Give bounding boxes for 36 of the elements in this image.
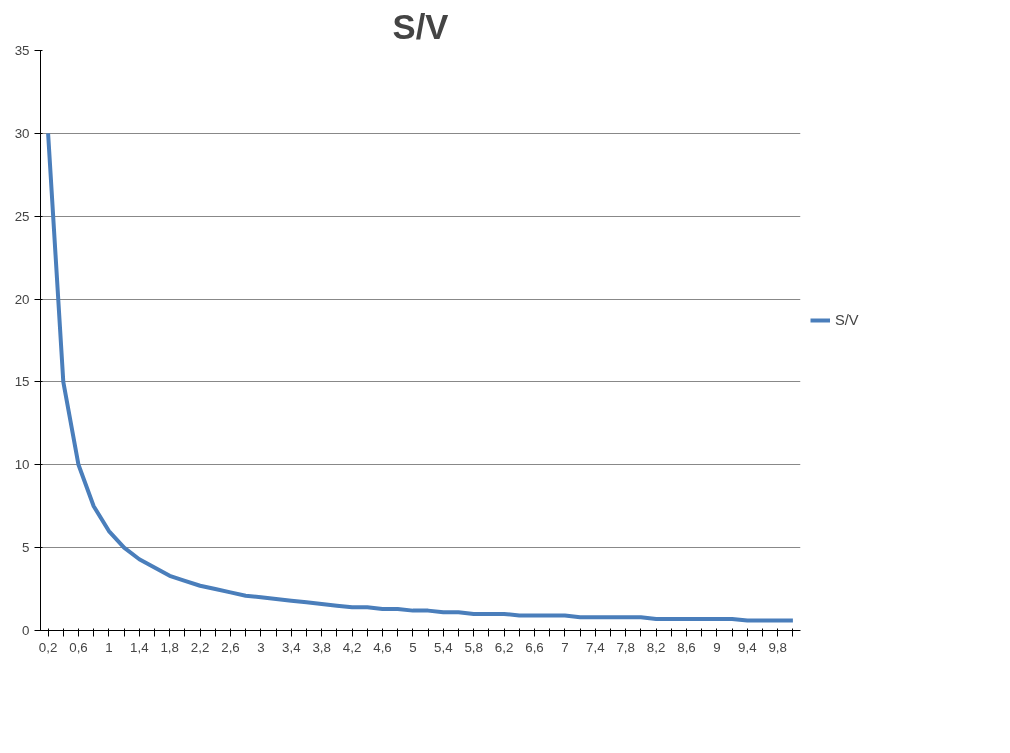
x-tick-label: 5,4 (434, 639, 454, 655)
x-tick-label: 6,2 (494, 639, 514, 655)
y-tick-label: 15 (14, 374, 30, 390)
y-tick-label: 35 (14, 43, 30, 58)
x-tick-label: 9,8 (768, 639, 787, 655)
y-tick-label: 0 (22, 623, 30, 638)
chart-title: S/V (392, 7, 449, 46)
legend-label: S/V (835, 312, 859, 328)
x-tick-label: 1 (105, 639, 113, 655)
x-tick-label: 1,8 (160, 639, 179, 655)
x-tick-label: 3,8 (312, 639, 331, 655)
x-tick-label: 8,6 (677, 639, 696, 655)
x-tick-label: 7,8 (616, 639, 635, 655)
x-tick-label: 9 (713, 639, 721, 655)
x-tick-label: 2,2 (190, 639, 210, 655)
x-tick-label: 9,4 (738, 639, 758, 655)
x-tick-label: 2,6 (221, 639, 240, 655)
y-tick-label: 10 (14, 457, 30, 473)
x-tick-label: 6,6 (525, 639, 544, 655)
x-tick-label: 8,2 (646, 639, 666, 655)
y-tick-label: 25 (14, 208, 30, 224)
x-tick-label: 7 (561, 639, 569, 655)
x-tick-label: 4,6 (373, 639, 392, 655)
x-tick-label: 3 (257, 639, 265, 655)
x-tick-label: 3,4 (282, 639, 302, 655)
x-tick-label: 5 (409, 639, 417, 655)
x-tick-label: 4,2 (342, 639, 362, 655)
y-tick-label: 30 (14, 125, 30, 141)
x-tick-label: 5,8 (464, 639, 483, 655)
line-series (46, 131, 795, 623)
y-tick-label: 20 (14, 291, 30, 307)
x-tick-label: 7,4 (586, 639, 606, 655)
x-tick-label: 0,2 (38, 639, 58, 655)
y-tick-label: 5 (22, 540, 30, 556)
x-tick-label: 0,6 (69, 639, 88, 655)
x-tick-label: 1,4 (130, 639, 150, 655)
